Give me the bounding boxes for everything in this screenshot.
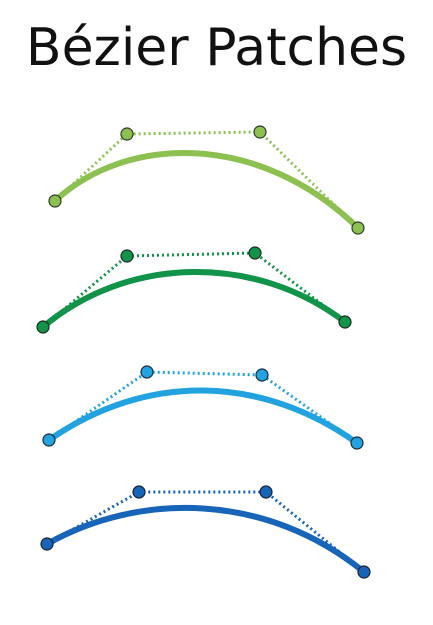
control-point-2-3 [338, 315, 352, 329]
control-point-1-0 [48, 194, 62, 208]
control-point-1-1 [120, 127, 134, 141]
control-point-4-1 [132, 485, 146, 499]
curve-path-2 [40, 268, 348, 330]
curve-path-3 [46, 387, 360, 446]
control-point-3-2 [255, 368, 269, 382]
control-point-3-0 [42, 433, 56, 447]
curve-path-1 [52, 150, 361, 231]
bezier-curve-group-3 [42, 365, 364, 450]
control-point-2-2 [248, 246, 262, 260]
control-point-4-0 [40, 537, 54, 551]
control-point-4-2 [259, 485, 273, 499]
control-polygon-1 [53, 130, 360, 230]
control-point-1-2 [253, 125, 267, 139]
control-point-3-3 [350, 436, 364, 450]
control-polygon-3 [48, 370, 358, 445]
control-point-4-3 [357, 565, 371, 579]
bezier-curve-group-4 [40, 485, 371, 579]
page-title: Bézier Patches [25, 18, 408, 78]
control-point-2-0 [36, 320, 50, 334]
control-point-2-1 [120, 249, 134, 263]
bezier-curve-group-2 [36, 246, 352, 334]
control-polygon-4 [46, 490, 365, 574]
bezier-curve-group-1 [48, 125, 365, 235]
control-point-1-3 [351, 221, 365, 235]
control-point-3-1 [140, 365, 154, 379]
curve-path-4 [44, 505, 367, 575]
control-polygon-2 [42, 251, 346, 329]
